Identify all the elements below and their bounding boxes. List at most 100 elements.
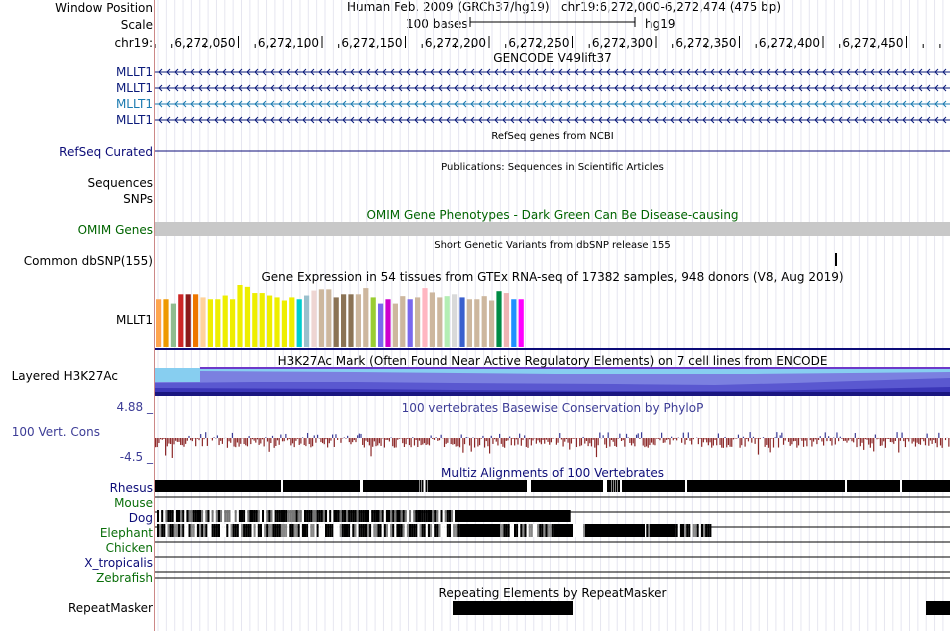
alignment-block (705, 524, 708, 537)
species-label-elephant[interactable]: Elephant (99, 526, 153, 540)
phylop-score (676, 438, 678, 441)
phylop-score (195, 438, 197, 447)
phylop-score (791, 438, 793, 445)
dbsnp-variant-tick[interactable] (835, 253, 837, 266)
dbsnp-label[interactable]: Common dbSNP(155) (23, 254, 153, 268)
h3k27ac-label[interactable]: Layered H3K27Ac (11, 369, 118, 383)
phylop-score (443, 438, 446, 448)
phylop-score (771, 438, 773, 439)
alignment-block (230, 524, 233, 537)
repeatmasker-label[interactable]: RepeatMasker (67, 601, 153, 615)
phylop-score (615, 438, 618, 447)
gtex-tissue-bar (400, 296, 406, 347)
phylop-score (205, 432, 207, 438)
alignment-block (388, 510, 391, 522)
phylop-score (899, 438, 902, 441)
species-label-x-tropicalis[interactable]: X_tropicalis (84, 556, 153, 570)
multiz-alignment-track[interactable] (155, 480, 950, 579)
gtex-tissue-bar (207, 299, 213, 347)
alignment-block (312, 510, 315, 522)
alignment-block (310, 524, 313, 537)
phylop-score (163, 438, 165, 440)
gtex-tissue-bar (311, 290, 317, 347)
phylop-score (570, 438, 573, 444)
refseq-curated-label[interactable]: RefSeq Curated (59, 145, 153, 159)
gencode-item-label[interactable]: MLLT1 (115, 65, 153, 79)
alignment-block (425, 524, 428, 537)
phylop-score (789, 438, 791, 446)
phylop-score (834, 438, 836, 445)
alignment-block (322, 510, 325, 522)
alignment-block (201, 524, 204, 537)
alignment-block (299, 524, 302, 537)
phylop-conservation-wiggle[interactable] (155, 432, 950, 458)
alignment-block (526, 524, 529, 537)
phylop-score (642, 438, 644, 446)
repeat-element[interactable] (926, 601, 950, 615)
gtex-bar-chart[interactable] (156, 285, 524, 347)
alignment-block (165, 510, 168, 522)
repeat-element[interactable] (453, 601, 573, 615)
phylop-score (624, 438, 626, 447)
phylop-score (291, 438, 294, 444)
species-label-dog[interactable]: Dog (128, 511, 153, 525)
phylop-score (657, 438, 659, 439)
phylop-label[interactable]: 100 Vert. Cons (11, 425, 100, 439)
phylop-score (463, 438, 466, 445)
alignment-block (194, 510, 197, 522)
phylop-score (883, 438, 885, 442)
phylop-score (828, 436, 830, 438)
phylop-score (792, 438, 795, 442)
repeatmasker-track[interactable] (453, 601, 950, 615)
phylop-score (470, 438, 472, 452)
strand-arrows (158, 116, 947, 124)
phylop-score (509, 436, 511, 438)
gtex-gene-label[interactable]: MLLT1 (115, 313, 153, 327)
alignment-block (333, 510, 336, 522)
alignment-block (509, 524, 512, 537)
phylop-score (191, 438, 193, 442)
omim-phenotype-bar[interactable] (155, 222, 950, 236)
phylop-score (567, 438, 569, 443)
gtex-tissue-bar (289, 297, 295, 347)
sequences-label[interactable]: Sequences (87, 176, 153, 190)
phylop-score (697, 438, 699, 445)
phylop-score (612, 438, 614, 442)
gencode-item-label[interactable]: MLLT1 (115, 97, 153, 111)
species-label-chicken[interactable]: Chicken (105, 541, 153, 555)
alignment-block (157, 524, 160, 537)
alignment-block (301, 524, 304, 537)
phylop-score (316, 434, 319, 438)
omim-genes-label[interactable]: OMIM Genes (77, 223, 153, 237)
alignment-gap (845, 480, 847, 492)
alignment-block (383, 510, 386, 522)
phylop-score (530, 438, 532, 446)
gencode-track[interactable] (155, 68, 950, 124)
phylop-score (367, 438, 369, 442)
track-data-area[interactable]: 6,272,050 6,272,100 6,272,150 6,272,200 6,27… (155, 0, 950, 631)
ruler-tick-label: 6,272,400 (759, 36, 820, 50)
phylop-score (332, 434, 334, 438)
alignment-block (451, 510, 454, 522)
gencode-item-label[interactable]: MLLT1 (115, 113, 153, 127)
gencode-item-label[interactable]: MLLT1 (115, 81, 153, 95)
phylop-score (258, 438, 260, 445)
alignment-block (228, 524, 231, 537)
species-label-zebrafish[interactable]: Zebrafish (96, 571, 153, 585)
phylop-score (455, 438, 457, 447)
snps-label[interactable]: SNPs (123, 192, 153, 206)
phylop-score (620, 438, 623, 442)
alignment-block (293, 510, 296, 522)
species-label-rhesus[interactable]: Rhesus (109, 481, 153, 495)
phylop-score (841, 438, 843, 439)
alignment-block (341, 510, 344, 522)
phylop-score (330, 438, 332, 441)
h3k27ac-layered-signal[interactable] (155, 367, 950, 396)
alignment-block (297, 524, 300, 537)
phylop-score (929, 438, 932, 441)
gtex-tissue-bar (370, 297, 376, 347)
phylop-score (948, 438, 950, 447)
phylop-score (868, 438, 870, 445)
species-label-mouse[interactable]: Mouse (114, 496, 153, 510)
